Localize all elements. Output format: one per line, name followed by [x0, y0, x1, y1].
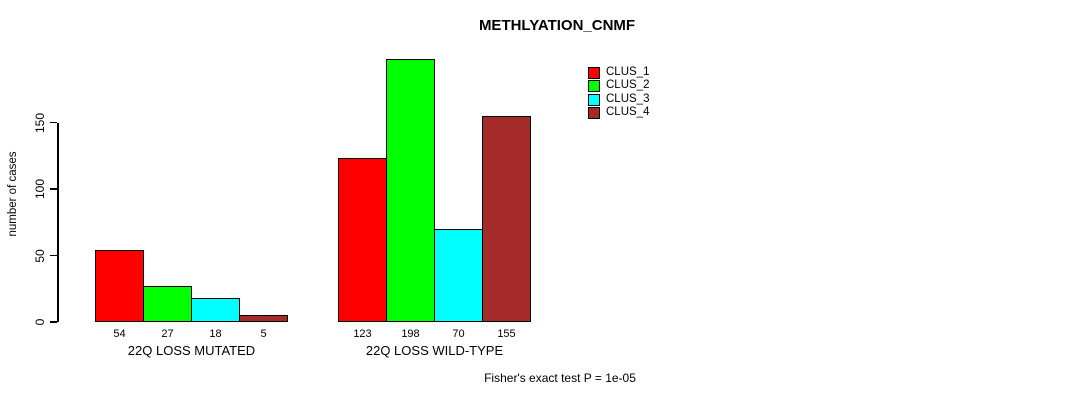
legend-swatch-clus-3 — [588, 93, 600, 106]
category-label: 22Q LOSS MUTATED — [127, 343, 256, 358]
y-tick-label: 150 — [33, 112, 47, 133]
legend-swatch-clus-2 — [588, 80, 600, 93]
legend-label-clus-2: CLUS_2 — [606, 79, 650, 92]
category-label: 22Q LOSS WILD-TYPE — [365, 343, 504, 358]
y-tick — [50, 188, 57, 190]
bar-value-label: 27 — [161, 328, 174, 340]
bar-clus-4-group1 — [239, 315, 288, 322]
legend-label-clus-4: CLUS_4 — [606, 106, 650, 119]
annotation-fisher-test: Fisher's exact test P = 1e-05 — [484, 371, 636, 385]
bar-value-label: 123 — [353, 328, 372, 340]
legend-label-clus-3: CLUS_3 — [606, 92, 650, 105]
legend-swatch-clus-1 — [588, 67, 600, 79]
y-tick-label: 100 — [33, 178, 47, 200]
y-tick-label: 0 — [33, 318, 47, 326]
y-axis-line — [57, 122, 59, 322]
y-tick-label: 50 — [33, 248, 47, 263]
bar-value-label: 155 — [497, 328, 516, 340]
bar-clus-2-group2 — [386, 59, 435, 322]
bar-value-label: 54 — [113, 328, 126, 340]
bar-value-label: 198 — [401, 328, 420, 340]
bar-value-label: 70 — [452, 328, 465, 340]
bar-clus-4-group2 — [482, 116, 531, 322]
bar-value-label: 5 — [260, 328, 267, 340]
bar-clus-2-group1 — [143, 286, 192, 322]
legend-swatch-clus-4 — [588, 107, 600, 120]
y-tick — [50, 121, 57, 124]
bar-clus-1-group1 — [95, 250, 144, 322]
bar-clus-3-group2 — [434, 229, 483, 322]
bar-clus-3-group1 — [191, 298, 240, 322]
y-tick — [50, 321, 57, 323]
y-axis-title: number of cases — [7, 151, 19, 237]
bar-value-label: 18 — [209, 328, 222, 340]
y-tick — [50, 254, 57, 257]
bar-clus-1-group2 — [338, 158, 387, 322]
legend-label-clus-1: CLUS_1 — [606, 66, 650, 78]
chart-title: METHLYATION_CNMF — [478, 17, 636, 34]
